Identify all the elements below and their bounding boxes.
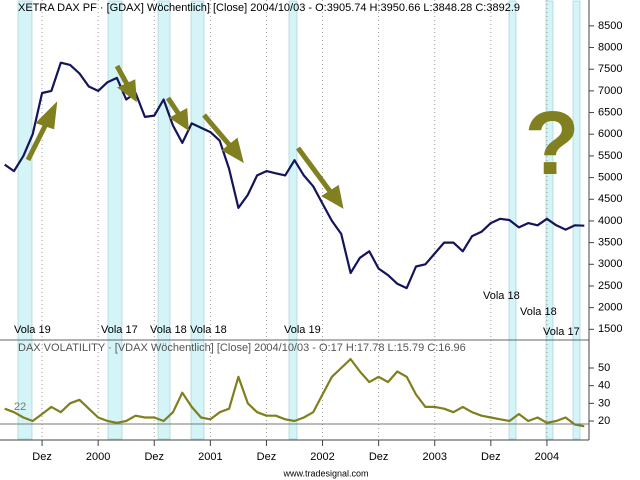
chart-title: DAX VOLATILITY · [VDAX Wöchentlich] [Clo… — [18, 342, 466, 354]
band — [190, 0, 205, 440]
y-tick-label: 2000 — [598, 302, 622, 314]
y-tick-label: 4000 — [598, 215, 622, 227]
arrow-head — [321, 184, 344, 209]
y-tick-label: 20 — [598, 415, 610, 427]
x-tick-label: Dez — [32, 451, 52, 463]
x-tick-label: 2002 — [310, 451, 334, 463]
marks — [4, 0, 585, 440]
arrow-head — [221, 137, 244, 164]
y-tick-label: 4500 — [598, 193, 622, 205]
arrow-head — [35, 101, 58, 130]
y-tick-label: 6500 — [598, 106, 622, 118]
annotation: Vola 19 — [284, 324, 321, 336]
arrows — [25, 64, 344, 209]
annotation: Vola 17 — [101, 324, 138, 336]
x-tick-label: 2001 — [198, 451, 222, 463]
arrow — [202, 113, 234, 150]
arrow-head — [169, 107, 189, 131]
x-tick-label: 2004 — [535, 451, 559, 463]
y-tick-label: 8500 — [598, 20, 622, 32]
band — [288, 0, 298, 440]
annotation: Vola 17 — [543, 326, 580, 338]
y-tick-label: 3500 — [598, 237, 622, 249]
y-tick-label: 50 — [598, 362, 610, 374]
y-tick-label: 6000 — [598, 128, 622, 140]
band — [17, 0, 33, 440]
series-line — [4, 61, 585, 290]
annotation: 22 — [14, 401, 26, 413]
y-tick-label: 3000 — [598, 258, 622, 270]
annotation: Vola 19 — [14, 324, 51, 336]
band — [157, 0, 171, 440]
x-tick-label: Dez — [369, 451, 389, 463]
band — [107, 0, 123, 440]
y-tick-label: 5000 — [598, 171, 622, 183]
arrow-head — [117, 79, 137, 103]
y-tick-label: 2500 — [598, 280, 622, 292]
x-tick-label: 2000 — [86, 451, 110, 463]
annotation: Vola 18 — [190, 324, 227, 336]
x-tick-label: Dez — [481, 451, 501, 463]
arrow — [25, 118, 51, 162]
arrow — [114, 64, 131, 88]
y-tick-label: 8000 — [598, 41, 622, 53]
band — [572, 0, 581, 440]
chart-title: XETRA DAX PF · [GDAX] Wöchentlich] [Clos… — [18, 2, 520, 14]
y-tick-label: 7000 — [598, 85, 622, 97]
x-tick-label: 2003 — [422, 451, 446, 463]
arrow — [295, 146, 335, 196]
y-tick-label: 30 — [598, 397, 610, 409]
footer: www.tradesignal.com — [282, 468, 368, 478]
annotation: Vola 18 — [150, 324, 187, 336]
x-tick-label: Dez — [257, 451, 277, 463]
y-tick-label: 1500 — [598, 323, 622, 335]
annotation: Vola 18 — [483, 290, 520, 302]
annotation: ? — [525, 94, 580, 194]
y-tick-label: 5500 — [598, 150, 622, 162]
series-line — [4, 358, 585, 428]
y-tick-label: 40 — [598, 380, 610, 392]
annotation: Vola 18 — [520, 306, 557, 318]
x-tick-label: Dez — [144, 451, 164, 463]
y-tick-label: 7500 — [598, 63, 622, 75]
